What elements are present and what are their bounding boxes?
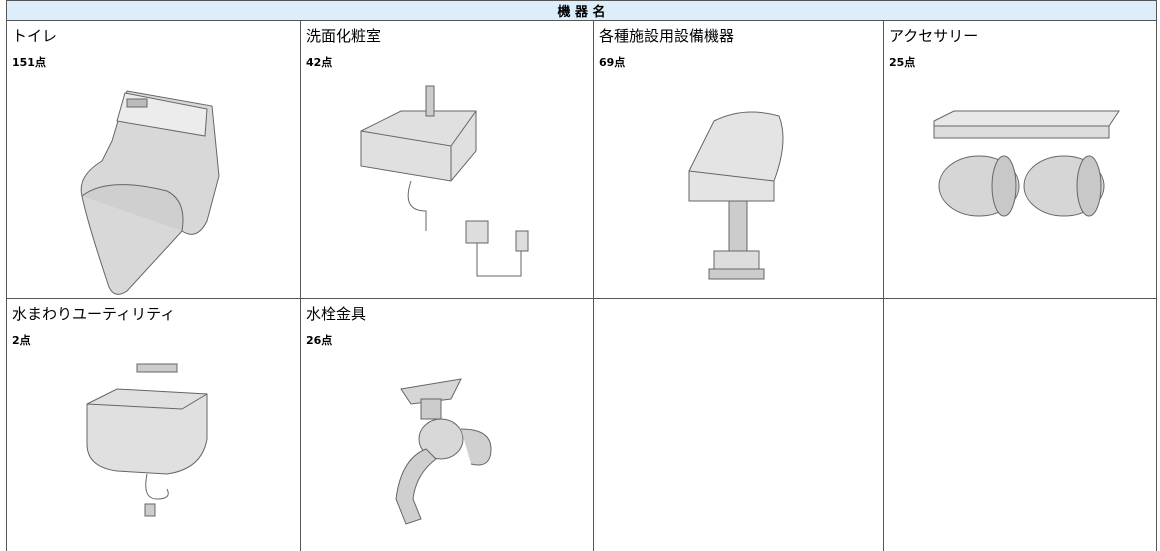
faucet-image — [301, 359, 594, 549]
item-name[interactable]: 各種施設用設備機器 — [599, 25, 734, 46]
item-cell[interactable]: 水栓金具 26点 — [301, 299, 594, 551]
item-count: 69点 — [599, 54, 625, 70]
paper-holder-image — [884, 81, 1157, 296]
item-cell[interactable]: 各種施設用設備機器 69点 — [594, 21, 884, 299]
item-count: 42点 — [306, 54, 332, 70]
item-name[interactable]: トイレ — [12, 25, 57, 46]
item-cell[interactable]: 水まわりユーティリティ 2点 — [7, 299, 301, 551]
toilet-image — [7, 81, 301, 296]
item-count: 151点 — [12, 54, 46, 70]
item-name[interactable]: 洗面化粧室 — [306, 25, 381, 46]
item-cell[interactable]: トイレ 151点 — [7, 21, 301, 299]
empty-cell — [594, 299, 884, 551]
item-name[interactable]: アクセサリー — [889, 25, 978, 46]
equipment-table: 機 器 名 トイレ 151点 洗面化粧室 42点 — [6, 0, 1157, 551]
utility-sink-image — [7, 359, 301, 549]
item-name[interactable]: 水まわりユーティリティ — [12, 303, 175, 324]
item-cell[interactable]: 洗面化粧室 42点 — [301, 21, 594, 299]
item-count: 25点 — [889, 54, 915, 70]
empty-cell — [884, 299, 1157, 551]
sink-image — [594, 81, 884, 296]
item-cell[interactable]: アクセサリー 25点 — [884, 21, 1157, 299]
table-header: 機 器 名 — [7, 1, 1157, 21]
item-count: 2点 — [12, 332, 31, 348]
item-name[interactable]: 水栓金具 — [306, 303, 366, 324]
washbasin-image — [301, 81, 594, 296]
item-count: 26点 — [306, 332, 332, 348]
